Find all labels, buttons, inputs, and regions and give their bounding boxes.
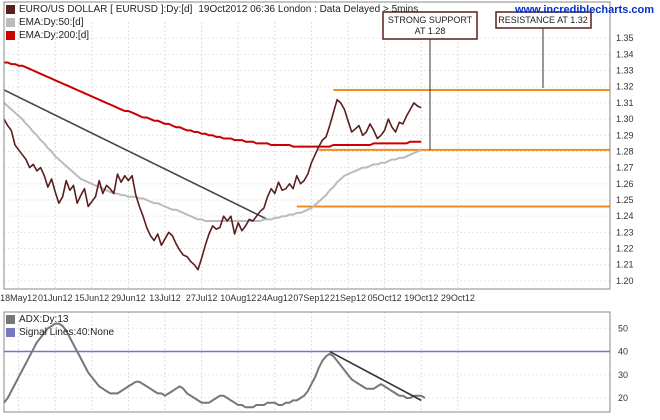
legend-item-ema200: EMA:Dy:200:[d] xyxy=(6,30,89,41)
y-tick-label: 1.20 xyxy=(616,276,634,286)
y-tick-label: 1.22 xyxy=(616,244,634,254)
adx-panel-frame xyxy=(3,311,611,413)
y-tick-label: 1.24 xyxy=(616,211,634,221)
y-tick-label: 30 xyxy=(618,370,628,380)
axis-labels: 18May12 01Jun12 15Jun12 29Jun12 13Jul12 27Jul… xyxy=(0,33,633,403)
price-panel-frame xyxy=(3,1,611,290)
timestamp-text: 19Oct2012 06:36 London : Data Delayed > … xyxy=(198,4,419,15)
legend-swatch xyxy=(6,5,15,14)
x-tick-label: 01Jun12 xyxy=(38,293,73,303)
y-tick-label: 40 xyxy=(618,347,628,357)
legend-swatch xyxy=(6,18,15,27)
legend-label-adx: ADX:Dy:13 xyxy=(19,314,69,325)
legend-swatch xyxy=(6,328,15,337)
y-tick-label: 1.32 xyxy=(616,82,634,92)
adx-panel xyxy=(3,322,610,409)
panel-frames xyxy=(3,1,611,413)
legend-label-price: EURO/US DOLLAR [ EURUSD ]:Dy:[d] xyxy=(19,4,193,15)
y-tick-label: 1.27 xyxy=(616,163,634,173)
y-tick-label: 1.29 xyxy=(616,130,634,140)
x-tick-label: 05Oct12 xyxy=(368,293,402,303)
legend-swatch xyxy=(6,31,15,40)
x-tick-label: 24Aug12 xyxy=(257,293,293,303)
legend-swatch xyxy=(6,315,15,324)
x-tick-label: 15Jun12 xyxy=(75,293,110,303)
support-callout-line2: AT 1.28 xyxy=(415,26,446,36)
y-tick-label: 20 xyxy=(618,393,628,403)
brand-logo[interactable]: www.incrediblecharts.com xyxy=(515,4,654,16)
y-tick-label: 1.23 xyxy=(616,227,634,237)
support-callout-line1: STRONG SUPPORT xyxy=(388,15,473,25)
legend-item-price: EURO/US DOLLAR [ EURUSD ]:Dy:[d] 19Oct20… xyxy=(6,4,418,15)
adx-line xyxy=(3,322,426,409)
resistance-callout-text: RESISTANCE AT 1.32 xyxy=(498,15,588,25)
y-tick-label: 1.35 xyxy=(616,33,634,43)
main-gridlines xyxy=(4,22,610,289)
y-tick-label: 1.25 xyxy=(616,195,634,205)
series-line-ema xyxy=(4,61,422,148)
price-panel xyxy=(3,61,610,271)
x-tick-label: 18May12 xyxy=(0,293,37,303)
x-tick-label: 27Jul12 xyxy=(186,293,218,303)
x-tick-label: 07Sep12 xyxy=(293,293,329,303)
series-line-ema xyxy=(3,102,422,222)
legend-item-ema50: EMA:Dy:50:[d] xyxy=(6,17,83,28)
y-tick-label: 50 xyxy=(618,323,628,333)
legend-label-ema200: EMA:Dy:200:[d] xyxy=(19,30,90,41)
legend-label-signal: Signal Lines:40:None xyxy=(19,327,115,338)
legend-label-ema50: EMA:Dy:50:[d] xyxy=(19,17,84,28)
x-tick-label: 13Jul12 xyxy=(149,293,181,303)
legend-item-signal: Signal Lines:40:None xyxy=(6,327,114,338)
y-tick-label: 1.33 xyxy=(616,66,634,76)
x-tick-label: 29Oct12 xyxy=(441,293,475,303)
y-tick-label: 1.21 xyxy=(616,260,634,270)
y-tick-label: 1.34 xyxy=(616,49,634,59)
trend-line xyxy=(3,89,268,221)
x-tick-label: 21Sep12 xyxy=(330,293,366,303)
x-tick-label: 10Aug12 xyxy=(220,293,256,303)
x-tick-label: 29Jun12 xyxy=(111,293,146,303)
legend-item-adx: ADX:Dy:13 xyxy=(6,314,68,325)
adx-trend-line xyxy=(329,350,422,402)
y-tick-label: 1.28 xyxy=(616,146,634,156)
series-line-euro-us-dollar-eurusd- xyxy=(3,98,422,271)
y-tick-label: 1.26 xyxy=(616,179,634,189)
x-tick-label: 19Oct12 xyxy=(404,293,438,303)
y-tick-label: 1.30 xyxy=(616,114,634,124)
y-tick-label: 1.31 xyxy=(616,98,634,108)
